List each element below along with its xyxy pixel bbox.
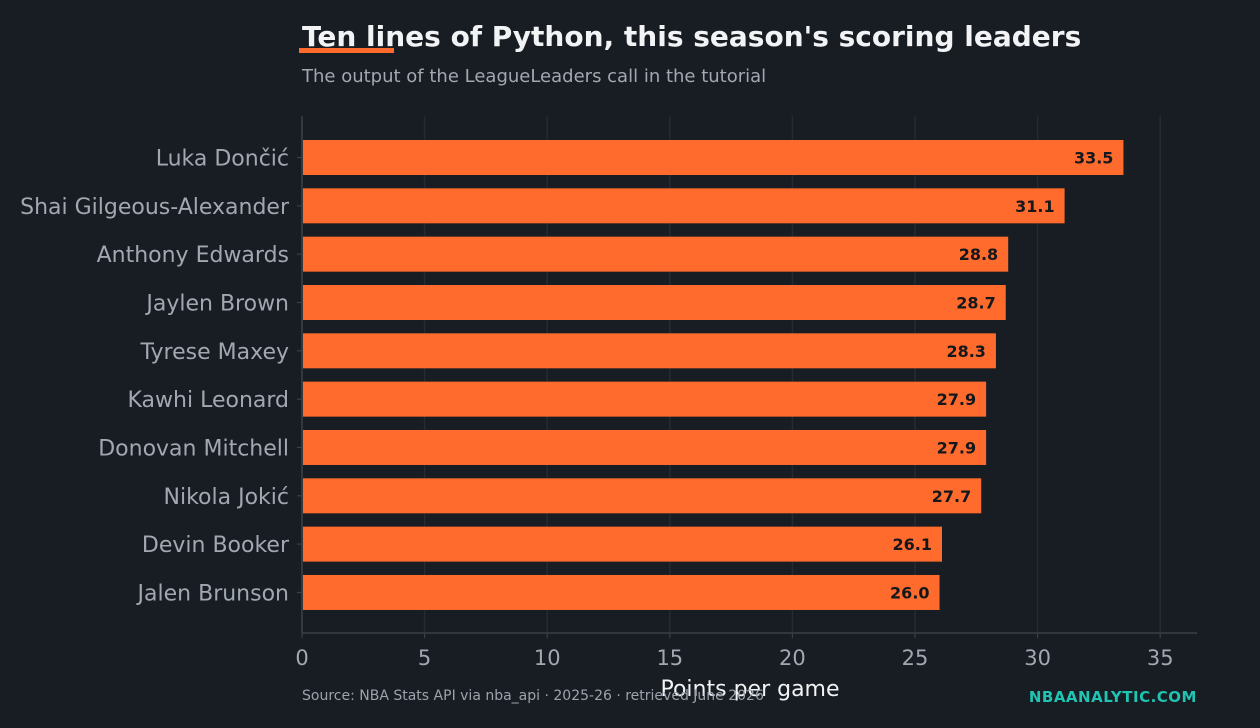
bar — [303, 236, 1009, 272]
x-tick-label: 0 — [295, 646, 308, 670]
y-tick-labels: Luka Dončić Shai Gilgeous-Alexander Anthon… — [20, 147, 302, 606]
bar-data-label: 28.7 — [956, 293, 995, 312]
y-tick-label: Luka Dončić — [156, 147, 289, 172]
bar — [303, 188, 1065, 224]
y-tick-label: Jaylen Brown — [144, 291, 289, 316]
x-tick-label: 25 — [902, 646, 929, 670]
chart-title: Ten lines of Python, this season's scori… — [302, 20, 1082, 53]
bar — [303, 381, 987, 417]
y-tick-label: Kawhi Leonard — [128, 388, 289, 413]
bar-data-label: 28.3 — [946, 342, 985, 361]
bar — [303, 140, 1124, 175]
y-tick-label: Nikola Jokić — [164, 485, 289, 510]
y-tick-label: Shai Gilgeous-Alexander — [20, 195, 290, 220]
x-tick-labels: 0 5 10 15 20 25 30 35 — [295, 646, 1173, 670]
bar — [303, 478, 982, 514]
x-tick-label: 20 — [779, 646, 806, 670]
brand-mark: NBAANALYTIC.COM — [1028, 688, 1197, 706]
x-tick-label: 5 — [418, 646, 431, 670]
bar — [303, 333, 996, 369]
bar-data-label: 27.9 — [937, 438, 976, 457]
bar-data-label: 26.1 — [893, 535, 932, 554]
bar-data-label: 33.5 — [1074, 149, 1113, 168]
bar-data-label: 31.1 — [1015, 197, 1054, 216]
source-note: Source: NBA Stats API via nba_api · 2025… — [302, 688, 764, 704]
bar — [303, 284, 1006, 320]
x-tick-label: 30 — [1024, 646, 1051, 670]
x-tick-label: 35 — [1147, 646, 1174, 670]
axes — [301, 116, 1197, 634]
x-tick-label: 15 — [656, 646, 683, 670]
bar-data-label: 27.9 — [937, 390, 976, 409]
title-accent-bar — [299, 48, 394, 53]
y-tick-label: Tyrese Maxey — [140, 340, 289, 365]
bar — [303, 526, 942, 562]
x-tick-label: 10 — [534, 646, 561, 670]
y-tick-label: Anthony Edwards — [97, 243, 289, 268]
y-tick-label: Jalen Brunson — [136, 581, 289, 606]
y-tick-label: Donovan Mitchell — [98, 436, 289, 461]
bar-data-label: 27.7 — [932, 487, 971, 506]
chart-subtitle: The output of the LeagueLeaders call in … — [302, 66, 767, 87]
bar-data-label: 28.8 — [959, 245, 998, 264]
bars: 33.5 31.1 28.8 28.7 28.3 27.9 27.9 27.7 26.1 26.0 — [303, 140, 1124, 610]
bar-data-label: 26.0 — [890, 583, 929, 602]
x-axis-label: Points per game — [660, 677, 839, 702]
bar — [303, 429, 987, 465]
bar — [303, 574, 940, 610]
y-tick-label: Devin Booker — [142, 533, 290, 558]
